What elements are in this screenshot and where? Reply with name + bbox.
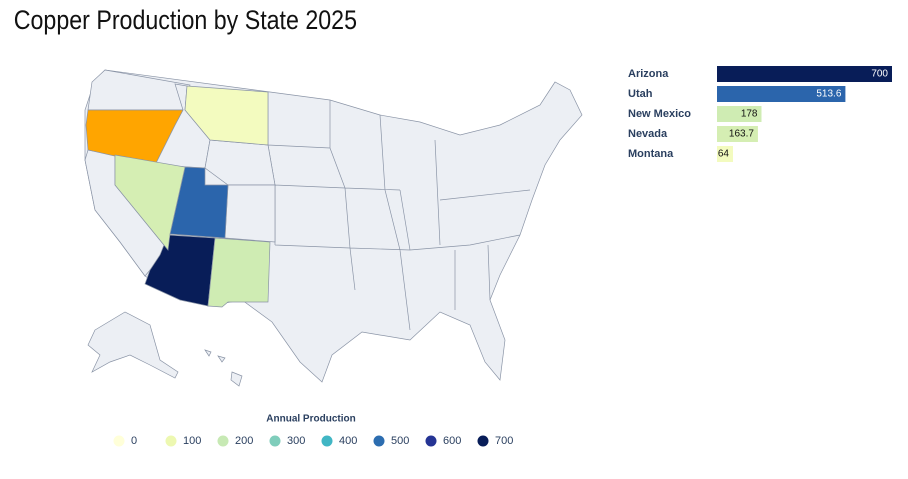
category-label: Utah (628, 88, 653, 100)
value-label: 513.6 (816, 89, 841, 100)
value-label: 64 (718, 149, 730, 160)
legend-label: 500 (391, 435, 409, 447)
legend-swatch (321, 435, 333, 447)
legend-swatch (113, 435, 125, 447)
legend-swatch (425, 435, 437, 447)
bar-chart: Arizona 700 Utah 513.6 New Mexico 178 Nevada 16… (628, 66, 892, 162)
state-colorado (224, 184, 276, 243)
legend-label: 200 (235, 435, 253, 447)
state-region (207, 237, 271, 308)
bar (717, 126, 758, 142)
category-label: Arizona (628, 68, 669, 80)
category-label: Nevada (628, 128, 668, 140)
value-label: 178 (741, 109, 758, 120)
state-region (184, 85, 269, 146)
state-region (114, 154, 186, 251)
legend-label: 100 (183, 435, 201, 447)
legend: Annual Production 0 100 200 300 400 500 600 700 (113, 414, 513, 447)
chart-title: Copper Production by State 2025 (14, 6, 357, 36)
bar (717, 106, 762, 122)
value-label: 700 (871, 69, 888, 80)
state-alaska (87, 311, 179, 379)
legend-swatch (217, 435, 229, 447)
bar (717, 66, 892, 82)
value-label: 163.7 (729, 129, 754, 140)
bar (717, 146, 733, 162)
state-washington (87, 69, 191, 111)
bar (717, 86, 846, 102)
category-label: New Mexico (628, 108, 691, 120)
legend-swatch (373, 435, 385, 447)
legend-label: 0 (131, 435, 137, 447)
legend-label: 600 (443, 435, 461, 447)
state-hawaii (204, 349, 243, 387)
legend-label: 400 (339, 435, 357, 447)
legend-title: Annual Production (266, 414, 355, 425)
legend-label: 300 (287, 435, 305, 447)
legend-swatch (477, 435, 489, 447)
map (84, 69, 583, 387)
legend-label: 700 (495, 435, 513, 447)
legend-swatch (269, 435, 281, 447)
legend-swatch (165, 435, 177, 447)
category-label: Montana (628, 148, 674, 160)
